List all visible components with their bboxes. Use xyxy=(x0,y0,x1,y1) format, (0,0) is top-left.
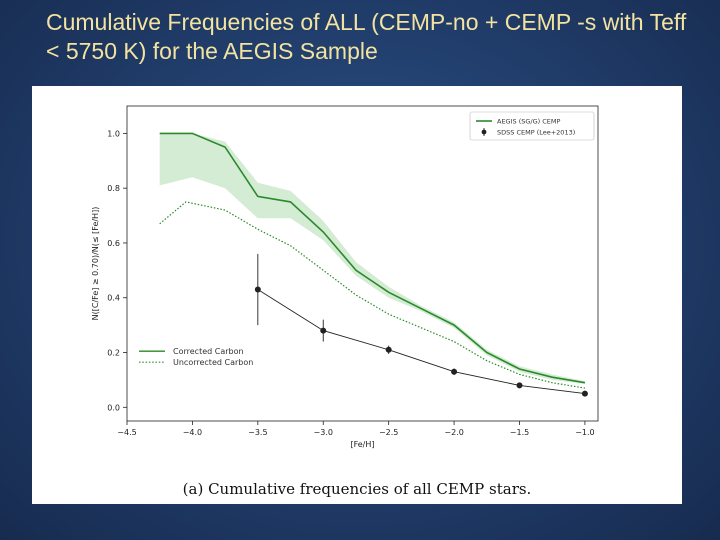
y-tick-label: 0.0 xyxy=(107,403,120,412)
y-tick-label: 0.6 xyxy=(107,239,120,248)
x-tick-label: −3.0 xyxy=(314,428,333,437)
sdss-point xyxy=(320,327,327,334)
slide-title: Cumulative Frequencies of ALL (CEMP-no +… xyxy=(46,9,687,64)
figure-caption: (a) Cumulative frequencies of all CEMP s… xyxy=(182,480,532,498)
x-tick-label: −2.5 xyxy=(379,428,398,437)
sdss-line xyxy=(257,289,585,395)
legend-box xyxy=(469,111,595,141)
legend-label-aegis: AEGIS (SG/G) CEMP xyxy=(497,118,560,126)
aegis-uncorrected-line xyxy=(159,201,585,389)
x-tick-label: −2.0 xyxy=(444,428,463,437)
aegis-corrected-line xyxy=(159,132,586,384)
plot-frame xyxy=(126,105,599,422)
y-tick-label: 0.8 xyxy=(107,184,120,193)
sdss-point xyxy=(254,286,261,293)
figure-panel: −4.5 −4.0 −3.5 −3.0 −2.5 −2.0 −1.5 −1.0 0.0 0.2 0.… xyxy=(32,86,682,504)
cumulative-frequency-chart: −4.5 −4.0 −3.5 −3.0 −2.5 −2.0 −1.5 −1.0 0.0 0.2 0.… xyxy=(91,105,599,449)
sdss-point xyxy=(516,382,523,389)
sdss-point xyxy=(451,368,458,375)
y-tick-label: 0.2 xyxy=(107,349,120,358)
legend-label-corrected: Corrected Carbon xyxy=(173,347,244,356)
x-tick-label: −1.5 xyxy=(510,428,529,437)
sdss-point xyxy=(385,346,392,353)
sdss-point xyxy=(581,390,588,397)
y-axis-label: N([C/Fe] ≥ 0.70)/N(≤ [Fe/H]) xyxy=(91,207,100,321)
legend-label-uncorrected: Uncorrected Carbon xyxy=(173,358,253,367)
x-tick-label: −4.5 xyxy=(117,428,136,437)
y-tick-label: 1.0 xyxy=(107,129,120,138)
legend-swatch-sdss-point xyxy=(481,129,487,135)
x-tick-label: −4.0 xyxy=(183,428,202,437)
legend-label-sdss: SDSS CEMP (Lee+2013) xyxy=(497,129,575,137)
x-tick-label: −3.5 xyxy=(248,428,267,437)
aegis-uncertainty-band xyxy=(159,133,585,384)
x-axis-label: [Fe/H] xyxy=(350,440,374,449)
y-tick-label: 0.4 xyxy=(107,294,120,303)
x-tick-label: −1.0 xyxy=(575,428,594,437)
